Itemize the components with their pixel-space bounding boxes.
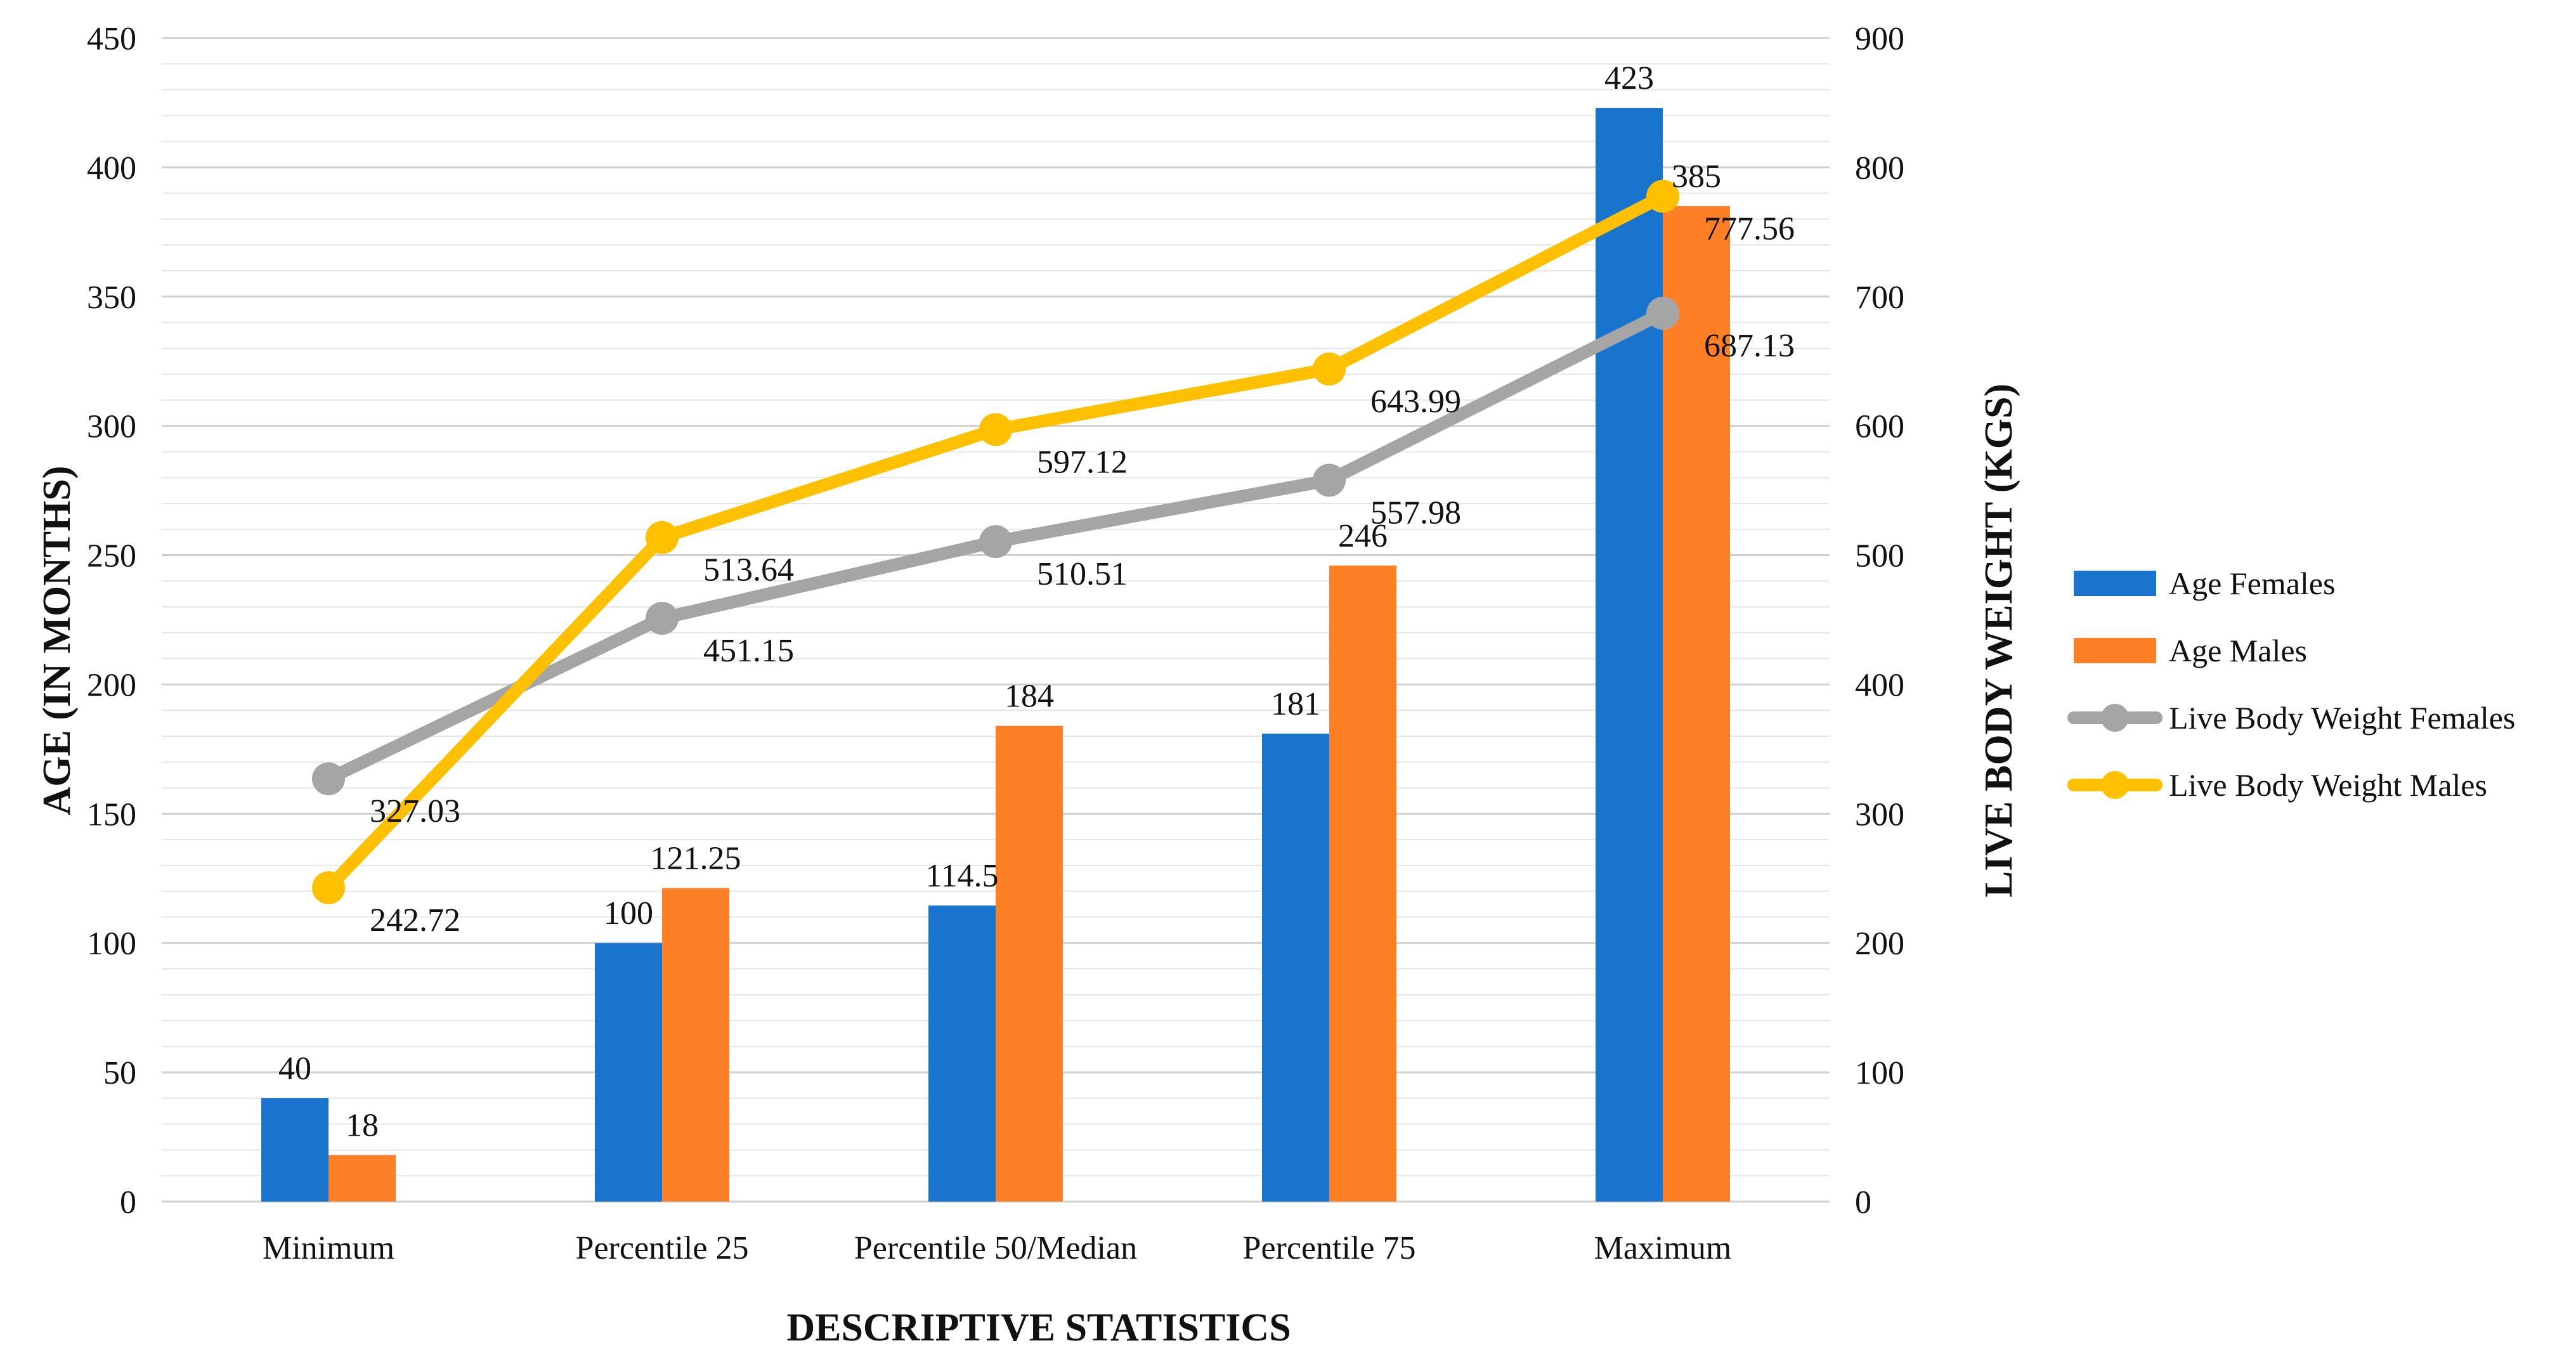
bar-value-label: 181 (1271, 686, 1320, 722)
line-marker (1313, 464, 1346, 497)
legend-swatch (2074, 571, 2156, 596)
y2-axis-title: LIVE BODY WEIGHT (KGS) (1977, 384, 2020, 897)
bar-value-label: 114.5 (925, 858, 998, 894)
line-value-label: 597.12 (1037, 444, 1128, 481)
line-value-label: 643.99 (1370, 384, 1461, 420)
bar-age-females (1262, 733, 1329, 1202)
y2-tick-label: 800 (1855, 150, 1904, 186)
y-tick-label: 250 (87, 538, 136, 574)
y-tick-label: 400 (87, 150, 136, 186)
line-marker (312, 762, 345, 796)
y2-tick-label: 300 (1855, 796, 1904, 833)
y2-tick-label: 400 (1855, 667, 1904, 703)
legend: Age Females Age Males Live Body Weight Fem… (2067, 566, 2515, 803)
y2-tick-label: 600 (1855, 409, 1904, 445)
legend-marker (2101, 771, 2129, 799)
bar-age-females (595, 943, 662, 1202)
line-value-label: 242.72 (370, 902, 460, 938)
bar-age-males (662, 888, 729, 1202)
line-value-label: 327.03 (370, 793, 460, 829)
bar-age-females (928, 905, 996, 1202)
legend-label: Age Males (2169, 633, 2307, 668)
legend-label: Live Body Weight Females (2169, 700, 2515, 736)
bar-value-label: 121.25 (651, 841, 741, 877)
y2-tick-label: 700 (1855, 280, 1904, 316)
bar-age-males (1329, 565, 1396, 1202)
y-tick-label: 200 (87, 667, 136, 703)
y-axis-title: AGE (IN MONTHS) (36, 465, 79, 815)
y2-tick-label: 200 (1855, 926, 1904, 962)
bar-age-males (329, 1155, 396, 1202)
bar-value-label: 423 (1604, 60, 1654, 96)
bar-value-label: 385 (1672, 159, 1721, 195)
bar-value-label: 100 (604, 895, 653, 931)
bars (261, 108, 1730, 1202)
x-axis-title: DESCRIPTIVE STATISTICS (786, 1306, 1291, 1349)
y2-tick-label: 900 (1855, 21, 1904, 57)
data-labels: 40 100 114.5 181 423 18 121.25 184 246 385 327.03 4… (278, 60, 1795, 1144)
line-marker (646, 521, 679, 554)
x-tick-label: Percentile 25 (576, 1230, 749, 1266)
y-tick-label: 50 (103, 1055, 136, 1091)
axes: DESCRIPTIVE STATISTICS AGE (IN MONTHS) L… (36, 21, 2020, 1349)
line-value-label: 451.15 (703, 633, 794, 669)
x-tick-label: Percentile 75 (1243, 1230, 1416, 1266)
line-marker (312, 871, 345, 905)
x-tick-label: Minimum (263, 1230, 394, 1266)
bar-age-females (261, 1098, 329, 1202)
line-marker (1646, 297, 1679, 330)
bar-value-label: 18 (346, 1108, 379, 1144)
line-value-label: 687.13 (1704, 328, 1795, 364)
y2-tick-label: 100 (1855, 1055, 1904, 1091)
y-tick-label: 100 (87, 926, 136, 962)
bar-value-label: 246 (1338, 518, 1388, 554)
line-marker (1646, 179, 1679, 213)
y-tick-label: 150 (87, 796, 136, 833)
x-tick-label: Maximum (1594, 1230, 1732, 1266)
legend-swatch (2074, 638, 2156, 663)
y2-tick-label: 0 (1855, 1184, 1871, 1221)
line-marker (979, 413, 1012, 446)
line-value-label: 510.51 (1037, 556, 1128, 592)
line-marker (979, 525, 1012, 559)
legend-marker (2101, 704, 2129, 732)
line-value-label: 557.98 (1370, 495, 1461, 531)
bar-value-label: 40 (278, 1051, 311, 1087)
y2-tick-label: 500 (1855, 538, 1904, 574)
line-value-label: 777.56 (1704, 211, 1795, 247)
bar-value-label: 184 (1005, 678, 1054, 715)
lines (312, 179, 1679, 905)
legend-label: Age Females (2169, 566, 2335, 601)
y-tick-label: 0 (120, 1184, 136, 1221)
bar-age-males (1663, 206, 1730, 1202)
x-tick-label: Percentile 50/Median (854, 1230, 1137, 1266)
bar-age-females (1596, 108, 1663, 1202)
bar-age-males (996, 725, 1063, 1202)
y-tick-label: 450 (87, 21, 136, 57)
legend-label: Live Body Weight Males (2169, 767, 2487, 803)
line-value-label: 513.64 (703, 552, 794, 588)
line-marker (1313, 352, 1346, 386)
y-tick-label: 300 (87, 409, 136, 445)
y-tick-label: 350 (87, 280, 136, 316)
line-marker (646, 602, 679, 635)
